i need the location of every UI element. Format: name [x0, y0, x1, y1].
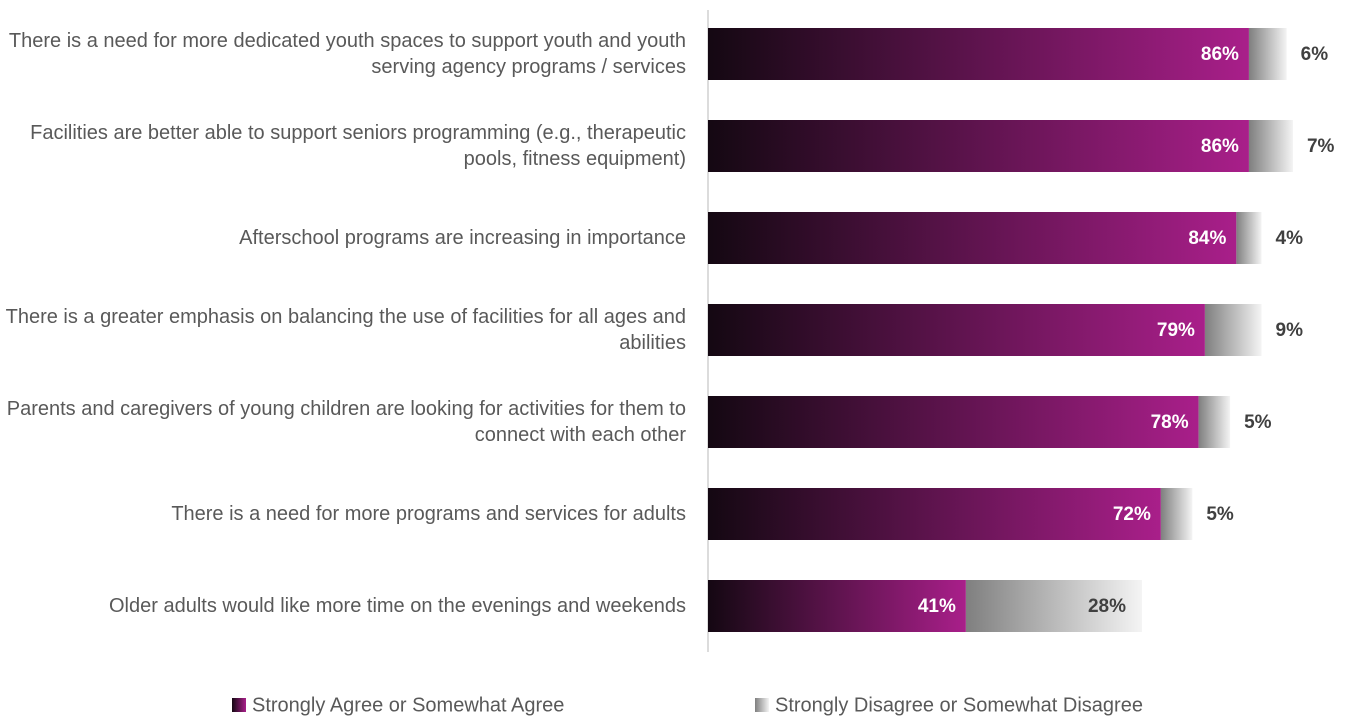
bar-segment	[1160, 488, 1193, 540]
bar-segment	[708, 396, 1199, 448]
bar-segment	[965, 580, 1143, 632]
value-label: 84%	[1188, 228, 1226, 249]
value-label: 4%	[1276, 228, 1304, 249]
category-label: There is a greater emphasis on balancing…	[5, 306, 686, 354]
value-label: 72%	[1113, 504, 1151, 525]
bar-segment	[708, 580, 966, 632]
value-label: 41%	[918, 596, 956, 617]
value-label: 5%	[1206, 504, 1234, 525]
legend-swatch	[755, 698, 769, 712]
category-label: Afterschool programs are increasing in i…	[239, 227, 686, 249]
bar-segment	[1204, 304, 1262, 356]
bar-segment	[1248, 120, 1293, 172]
category-label: Older adults would like more time on the…	[109, 595, 686, 617]
category-label: There is a need for more programs and se…	[171, 503, 686, 525]
bar-segment	[1236, 212, 1262, 264]
legend-label: Strongly Agree or Somewhat Agree	[252, 694, 564, 716]
value-label: 86%	[1201, 44, 1239, 65]
category-label: There is a need for more dedicated youth…	[8, 30, 686, 78]
bar-segment	[708, 120, 1249, 172]
category-label: Facilities are better able to support se…	[30, 122, 686, 170]
bar-segment	[708, 28, 1249, 80]
category-label: Parents and caregivers of young children…	[6, 398, 686, 446]
bar-segment	[1198, 396, 1231, 448]
value-label: 78%	[1151, 412, 1189, 433]
value-label: 86%	[1201, 136, 1239, 157]
legend-swatch	[232, 698, 246, 712]
value-label: 28%	[1088, 596, 1126, 617]
value-label: 5%	[1244, 412, 1272, 433]
value-label: 7%	[1307, 136, 1335, 157]
bar-segment	[708, 212, 1237, 264]
bar-segment	[708, 304, 1205, 356]
bar-segment	[708, 488, 1161, 540]
value-label: 6%	[1301, 44, 1329, 65]
value-label: 9%	[1276, 320, 1304, 341]
bar-segment	[1248, 28, 1287, 80]
value-label: 79%	[1157, 320, 1195, 341]
legend-label: Strongly Disagree or Somewhat Disagree	[775, 694, 1143, 716]
